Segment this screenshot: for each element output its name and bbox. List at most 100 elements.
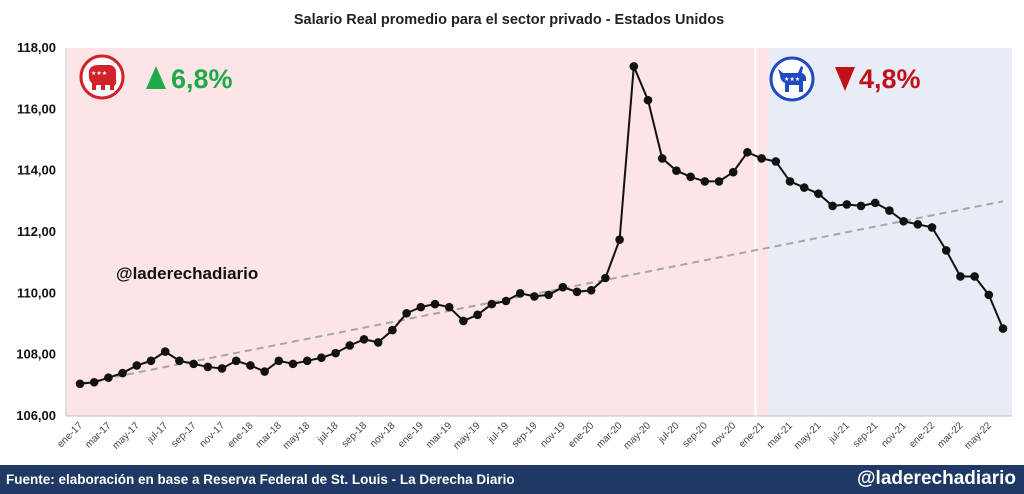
y-tick-label: 112,00 — [17, 224, 56, 239]
democratic-donkey-icon: ★★★ — [769, 56, 815, 102]
x-tick-label: ene-22 — [907, 420, 937, 450]
data-point — [601, 273, 610, 283]
data-point — [615, 235, 624, 244]
x-tick-label: jul-19 — [485, 420, 511, 446]
data-point — [927, 223, 937, 232]
y-tick-label: 116,00 — [17, 101, 56, 116]
data-point — [558, 282, 568, 292]
data-point — [459, 316, 468, 326]
x-tick-label: mar-17 — [83, 420, 113, 450]
x-tick-label: nov-20 — [709, 420, 739, 450]
down-arrow-icon — [835, 67, 855, 91]
data-point — [402, 308, 411, 318]
y-tick-label: 106,00 — [16, 408, 56, 423]
data-point — [885, 206, 894, 215]
x-tick-label: may-19 — [451, 420, 483, 452]
svg-text:★★★: ★★★ — [91, 70, 107, 77]
series-points — [75, 62, 1008, 389]
trend-line — [79, 200, 1004, 385]
x-tick-label: may-18 — [281, 420, 313, 452]
data-point — [828, 201, 837, 211]
data-point — [359, 335, 369, 344]
data-point — [984, 290, 994, 300]
x-tick-label: jul-21 — [826, 420, 852, 446]
x-tick-label: ene-19 — [396, 420, 426, 450]
x-tick-label: ene-20 — [567, 420, 597, 450]
data-point — [203, 362, 213, 372]
data-point — [899, 216, 908, 226]
data-point — [146, 356, 156, 366]
data-point — [998, 324, 1008, 333]
data-point — [856, 201, 866, 211]
x-tick-label: sep-19 — [510, 420, 540, 450]
democratic-change-value: 4,8% — [859, 64, 921, 94]
x-tick-label: jul-18 — [315, 420, 341, 446]
y-tick-label: 110,00 — [17, 285, 56, 300]
x-tick-label: mar-19 — [424, 420, 454, 450]
x-tick-label: sep-20 — [681, 420, 711, 450]
data-point — [686, 172, 695, 182]
x-tick-label: nov-21 — [879, 420, 909, 450]
period-background-republican — [67, 48, 769, 416]
data-point — [913, 220, 923, 229]
data-point — [104, 373, 113, 382]
footer-source: Fuente: elaboración en base a Reserva Fe… — [6, 472, 515, 487]
data-point — [530, 292, 539, 301]
data-point — [672, 166, 681, 175]
y-tick-label: 118,00 — [17, 40, 56, 55]
x-tick-label: may-17 — [111, 420, 143, 452]
x-tick-label: mar-18 — [254, 420, 284, 450]
x-tick-label: sep-17 — [169, 420, 199, 450]
data-point — [345, 341, 355, 350]
data-point — [572, 287, 582, 297]
data-point — [288, 359, 298, 369]
data-point — [643, 95, 653, 105]
x-tick-label: may-22 — [963, 420, 995, 452]
data-point — [373, 338, 383, 347]
data-point — [175, 356, 184, 366]
data-point — [246, 361, 255, 370]
data-point — [75, 379, 85, 389]
data-point — [771, 157, 781, 166]
data-point — [473, 310, 482, 320]
data-point — [217, 364, 227, 373]
chart-title: Salario Real promedio para el sector pri… — [294, 12, 724, 28]
data-point — [629, 62, 639, 71]
data-point — [487, 299, 497, 309]
data-point — [544, 290, 553, 300]
data-point — [757, 154, 766, 163]
x-tick-label: jul-17 — [145, 420, 171, 446]
data-point — [189, 359, 198, 369]
data-point — [302, 356, 312, 366]
republican-change-value: 6,8% — [171, 64, 233, 94]
data-point — [586, 285, 596, 295]
x-tick-label: sep-18 — [340, 420, 370, 450]
x-tick-label: nov-19 — [539, 420, 569, 450]
data-point — [799, 183, 809, 192]
data-point — [785, 177, 795, 186]
x-tick-label: mar-21 — [765, 420, 795, 450]
data-point — [274, 356, 284, 366]
data-point — [501, 296, 511, 306]
x-tick-label: sep-21 — [851, 420, 881, 450]
y-tick-label: 114,00 — [17, 163, 56, 178]
data-point — [515, 289, 525, 298]
republican-elephant-icon: ★★★ — [79, 54, 125, 100]
data-point — [870, 198, 880, 208]
data-point — [89, 377, 99, 387]
x-tick-label: ene-17 — [55, 420, 85, 450]
x-tick-label: jul-20 — [656, 420, 682, 446]
data-point — [331, 348, 340, 358]
x-tick-label: ene-21 — [737, 420, 767, 450]
up-arrow-icon — [146, 66, 166, 89]
data-point — [842, 200, 852, 209]
data-point — [657, 154, 667, 163]
chart: 106,00 108,00 110,00 112,00 114,00 116,00 118,… — [16, 12, 1012, 452]
chart-watermark: @laderechadiario — [116, 264, 258, 283]
svg-text:★★★: ★★★ — [784, 76, 800, 83]
y-tick-labels: 106,00 108,00 110,00 112,00 114,00 116,00 118,… — [16, 40, 56, 423]
data-point — [430, 299, 440, 309]
data-point — [714, 177, 724, 186]
data-point — [941, 246, 951, 255]
